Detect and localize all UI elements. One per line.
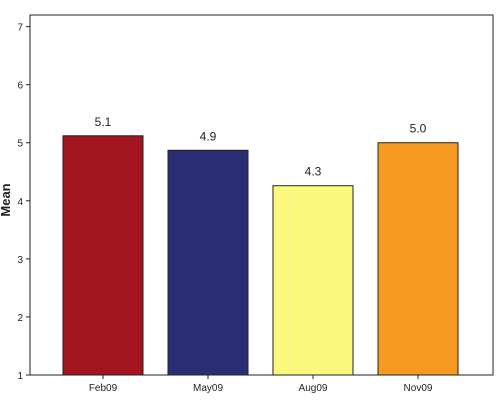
bar: [167, 149, 249, 376]
bar: [377, 142, 459, 376]
y-tick-label: 6: [17, 81, 23, 92]
y-tick-label: 1: [17, 371, 23, 382]
value-label: 5.0: [410, 122, 427, 136]
y-axis-label: Mean: [0, 183, 13, 216]
x-tick-label: Nov09: [404, 383, 433, 394]
y-tick-label: 4: [17, 197, 23, 208]
y-tick-label: 7: [17, 23, 23, 34]
y-tick-label: 2: [17, 313, 23, 324]
bar: [272, 185, 354, 376]
x-tick-label: Aug09: [299, 383, 328, 394]
y-tick-label: 3: [17, 255, 23, 266]
value-label: 5.1: [95, 115, 112, 129]
x-tick-label: Feb09: [89, 383, 118, 394]
value-label: 4.9: [200, 129, 217, 143]
x-tick-label: May09: [193, 383, 223, 394]
bar: [62, 135, 144, 376]
value-label: 4.3: [305, 165, 322, 179]
y-tick-label: 5: [17, 139, 23, 150]
